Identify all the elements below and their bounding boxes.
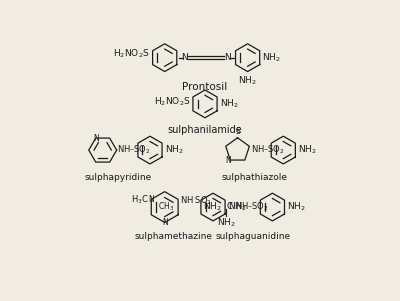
Text: H$_2$NO$_2$S: H$_2$NO$_2$S: [154, 95, 190, 108]
Text: NH SO$_2$: NH SO$_2$: [180, 195, 212, 207]
Text: CH$_3$: CH$_3$: [158, 201, 174, 213]
Text: N: N: [225, 156, 231, 165]
Text: S: S: [235, 127, 240, 136]
Text: NH$_2$: NH$_2$: [298, 144, 317, 156]
Text: N: N: [148, 195, 154, 204]
Text: C·NH–SO$_2$: C·NH–SO$_2$: [224, 201, 268, 213]
Text: NH$_2$: NH$_2$: [204, 201, 222, 213]
Text: NH$_2$: NH$_2$: [220, 98, 238, 110]
Text: NH–SO$_2$: NH–SO$_2$: [118, 144, 151, 156]
Text: NH$_2$: NH$_2$: [262, 51, 281, 64]
Text: sulphaguanidine: sulphaguanidine: [216, 232, 291, 241]
Text: NH$_2$: NH$_2$: [238, 75, 257, 87]
Text: sulphamethazine: sulphamethazine: [135, 232, 213, 241]
Text: H$_3$C: H$_3$C: [131, 193, 149, 206]
Text: NH$_2$: NH$_2$: [217, 216, 235, 229]
Text: NH$_2$: NH$_2$: [165, 144, 183, 156]
Text: NH$_2$: NH$_2$: [228, 201, 246, 213]
Text: NH–SO$_2$: NH–SO$_2$: [251, 144, 284, 156]
Text: sulphathiazole: sulphathiazole: [222, 173, 288, 182]
Text: sulphapyridine: sulphapyridine: [84, 173, 152, 182]
Text: N: N: [93, 134, 98, 143]
Text: NH$_2$: NH$_2$: [287, 201, 306, 213]
Text: H$_2$NO$_2$S: H$_2$NO$_2$S: [114, 48, 150, 60]
Text: N: N: [224, 53, 231, 62]
Text: N: N: [162, 218, 168, 227]
Text: N: N: [182, 53, 188, 62]
Text: sulphanilamide: sulphanilamide: [168, 126, 242, 135]
Text: Prontosil: Prontosil: [182, 82, 228, 92]
